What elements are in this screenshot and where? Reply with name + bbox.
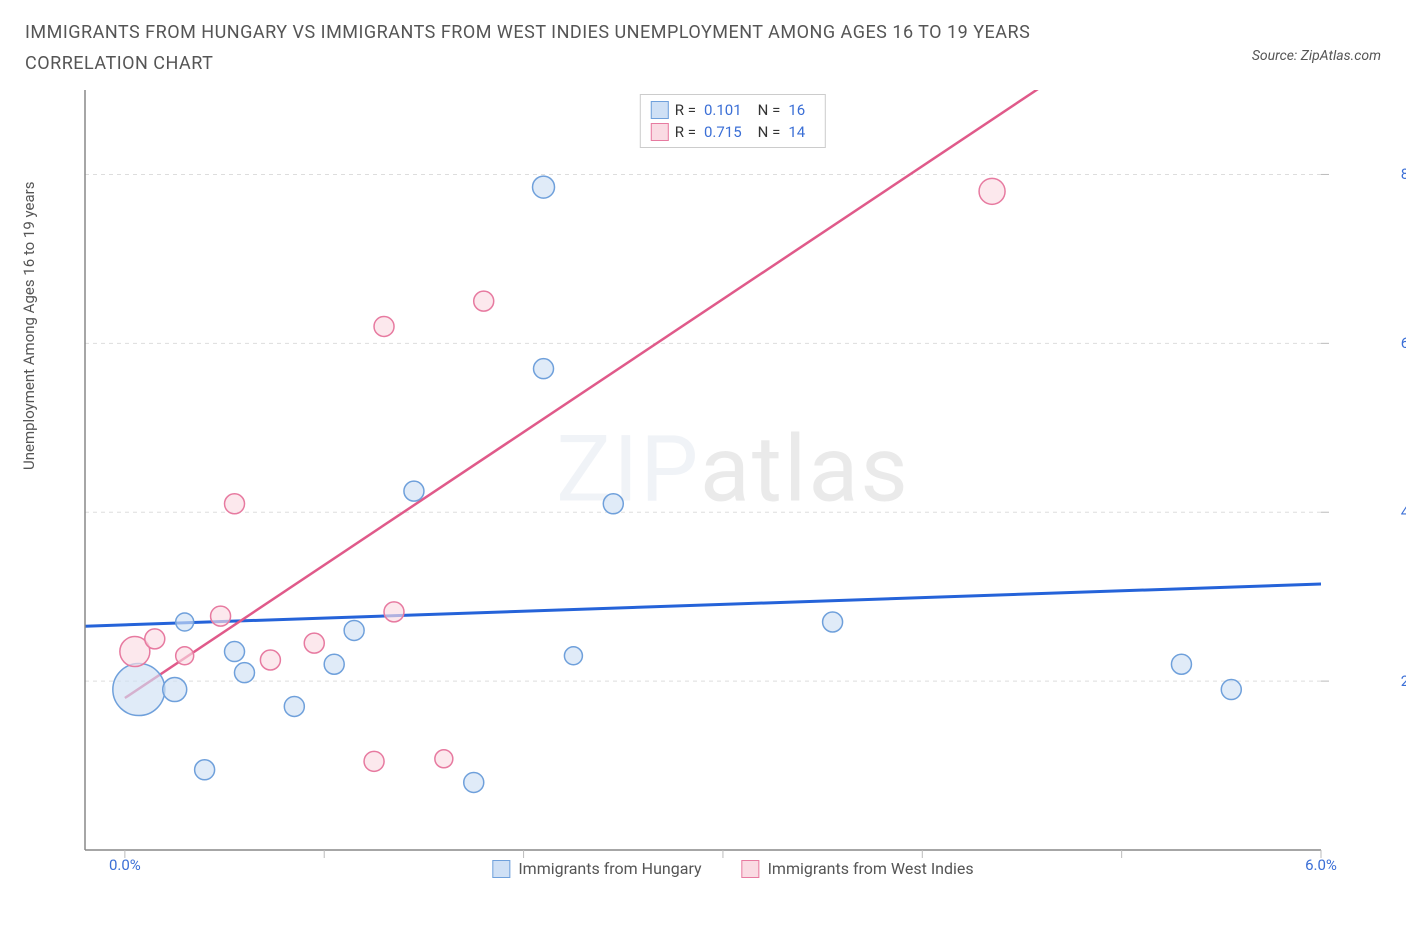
legend-swatch bbox=[492, 860, 510, 878]
y-tick-label: 80.0% bbox=[1401, 165, 1406, 183]
legend-series-item: Immigrants from West Indies bbox=[742, 859, 974, 878]
x-tick-label: 6.0% bbox=[1305, 856, 1337, 874]
y-tick-label: 20.0% bbox=[1401, 672, 1406, 690]
legend-n-label: N = bbox=[758, 123, 781, 141]
legend-r-label: R = bbox=[675, 101, 696, 119]
legend-swatch bbox=[651, 101, 669, 119]
chart-title: IMMIGRANTS FROM HUNGARY VS IMMIGRANTS FR… bbox=[25, 18, 1125, 79]
chart-container: Unemployment Among Ages 16 to 19 years Z… bbox=[25, 90, 1381, 880]
source-credit: Source: ZipAtlas.com bbox=[1252, 48, 1381, 64]
legend-row: R = 0.715 N = 14 bbox=[651, 121, 815, 143]
plot-area: ZIPatlas R = 0.101 N = 16 R = 0.715 N = … bbox=[85, 90, 1381, 850]
y-tick-label: 60.0% bbox=[1401, 334, 1406, 352]
series-legend: Immigrants from Hungary Immigrants from … bbox=[492, 859, 973, 878]
legend-n-value: 16 bbox=[788, 101, 805, 119]
y-axis-label: Unemployment Among Ages 16 to 19 years bbox=[20, 182, 38, 470]
x-tick-label: 0.0% bbox=[109, 856, 141, 874]
correlation-legend: R = 0.101 N = 16 R = 0.715 N = 14 bbox=[640, 94, 826, 148]
legend-swatch bbox=[651, 123, 669, 141]
legend-row: R = 0.101 N = 16 bbox=[651, 99, 815, 121]
legend-r-label: R = bbox=[675, 123, 696, 141]
legend-n-label: N = bbox=[758, 101, 781, 119]
scatter-chart bbox=[85, 90, 1321, 850]
legend-swatch bbox=[742, 860, 760, 878]
y-tick-label: 40.0% bbox=[1401, 503, 1406, 521]
legend-r-value: 0.715 bbox=[704, 123, 742, 141]
legend-n-value: 14 bbox=[788, 123, 805, 141]
legend-r-value: 0.101 bbox=[704, 101, 742, 119]
legend-series-label: Immigrants from West Indies bbox=[768, 859, 974, 878]
legend-series-label: Immigrants from Hungary bbox=[518, 859, 701, 878]
legend-series-item: Immigrants from Hungary bbox=[492, 859, 701, 878]
